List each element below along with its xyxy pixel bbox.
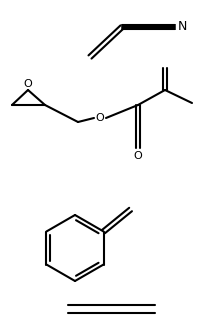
Text: N: N bbox=[178, 20, 187, 33]
Text: O: O bbox=[96, 113, 104, 123]
Text: O: O bbox=[134, 151, 142, 161]
Text: O: O bbox=[24, 79, 32, 89]
